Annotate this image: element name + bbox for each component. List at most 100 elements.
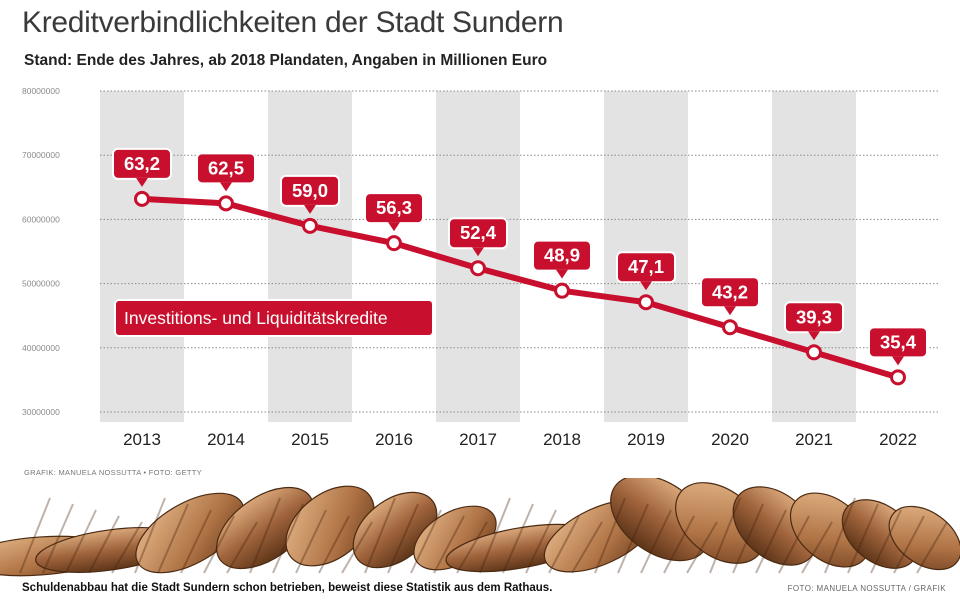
coin-edge: [456, 521, 488, 574]
data-label: 56,3: [364, 192, 424, 232]
svg-text:48,9: 48,9: [544, 245, 580, 266]
svg-text:56,3: 56,3: [376, 197, 412, 218]
coin-edge: [893, 515, 925, 574]
data-point: [218, 195, 234, 212]
coins-photo: [0, 478, 960, 578]
coin-edge: [502, 503, 534, 574]
coin: [285, 485, 375, 567]
coin-edge: [847, 503, 879, 574]
y-tick-label: 80000000: [22, 86, 60, 96]
svg-text:63,2: 63,2: [124, 153, 160, 174]
coin-edge: [594, 497, 626, 574]
coin-edge: [686, 521, 718, 574]
coin-edge: [617, 503, 649, 574]
coin-edge: [88, 515, 120, 574]
x-tick-label: 2022: [879, 430, 917, 449]
svg-text:43,2: 43,2: [712, 281, 748, 302]
svg-text:35,4: 35,4: [880, 331, 917, 352]
data-point: [722, 319, 738, 336]
coin-edge: [65, 509, 97, 574]
coin-edge: [226, 521, 258, 574]
coin-edge: [341, 521, 373, 574]
data-label: 59,0: [280, 174, 340, 214]
svg-text:59,0: 59,0: [292, 180, 328, 201]
svg-text:62,5: 62,5: [208, 157, 244, 178]
column-band: [100, 91, 184, 422]
data-point: [890, 369, 906, 386]
x-tick-label: 2015: [291, 430, 329, 449]
coin-edge: [801, 521, 833, 574]
y-tick-label: 40000000: [22, 343, 60, 353]
svg-text:39,3: 39,3: [796, 306, 832, 327]
coin-edge: [778, 515, 810, 574]
credit-top: GRAFIK: MANUELA NOSSUTTA • FOTO: GETTY: [24, 468, 202, 477]
data-label: 43,2: [700, 276, 760, 316]
coin-edge: [548, 515, 580, 574]
coin-edge: [134, 497, 166, 574]
x-tick-label: 2016: [375, 430, 413, 449]
coin-edge: [203, 515, 235, 574]
y-tick-label: 70000000: [22, 150, 60, 160]
coin-edge: [249, 497, 281, 574]
x-tick-label: 2019: [627, 430, 665, 449]
svg-text:47,1: 47,1: [628, 256, 664, 277]
data-point: [134, 190, 150, 207]
x-tick-label: 2014: [207, 430, 245, 449]
coin-edge: [479, 497, 511, 574]
coin-edge: [387, 503, 419, 574]
coin-edge: [157, 503, 189, 574]
photo-caption: Schuldenabbau hat die Stadt Sundern scho…: [22, 582, 553, 594]
coin-edge: [640, 509, 672, 574]
chart-title: Kreditverbindlichkeiten der Stadt Sunder…: [22, 6, 564, 39]
data-label: 63,2: [112, 147, 172, 187]
coin-edge: [709, 497, 741, 574]
x-tick-label: 2017: [459, 430, 497, 449]
series-line: [139, 195, 901, 381]
coin-edge: [433, 515, 465, 574]
credit-bottom: FOTO: MANUELA NOSSUTTA / GRAFIK: [787, 584, 946, 593]
data-point: [386, 235, 402, 252]
coin-edge: [916, 521, 948, 574]
data-label: 52,4: [448, 217, 508, 257]
column-band: [436, 91, 520, 422]
coin: [135, 492, 245, 574]
coin-edge: [571, 521, 603, 574]
data-point: [302, 217, 318, 234]
coin-edge: [410, 509, 442, 574]
chart-subtitle: Stand: Ende des Jahres, ab 2018 Plandate…: [24, 52, 548, 69]
data-label: 35,4: [868, 326, 928, 366]
y-tick-label: 50000000: [22, 279, 60, 289]
column-band: [268, 91, 352, 422]
coin-edge: [364, 497, 396, 574]
data-label: 48,9: [532, 239, 592, 279]
y-tick-label: 30000000: [22, 407, 60, 417]
coin-edge: [19, 497, 51, 574]
data-point: [638, 294, 654, 311]
coin-edge: [111, 521, 143, 574]
x-tick-label: 2021: [795, 430, 833, 449]
data-point: [554, 282, 570, 299]
data-point: [470, 260, 486, 277]
svg-text:Investitions- und Liquiditätsk: Investitions- und Liquiditätskredite: [124, 308, 388, 328]
column-band: [772, 91, 856, 422]
legend-label: Investitions- und Liquiditätskredite: [114, 299, 434, 337]
coin-edge: [755, 509, 787, 574]
coin: [888, 505, 960, 571]
coin-edge: [272, 503, 304, 574]
coin-edge: [318, 515, 350, 574]
x-tick-label: 2018: [543, 430, 581, 449]
data-point: [806, 344, 822, 361]
coin-edge: [42, 503, 74, 574]
coin-edge: [870, 509, 902, 574]
coin-edge: [295, 509, 327, 574]
data-label: 47,1: [616, 251, 676, 291]
y-tick-label: 60000000: [22, 214, 60, 224]
data-label: 39,3: [784, 301, 844, 341]
x-tick-label: 2020: [711, 430, 749, 449]
data-label: 62,5: [196, 152, 256, 192]
coin-edge: [732, 503, 764, 574]
coin-edge: [824, 497, 856, 574]
line-chart: 30000000 40000000 50000000 60000000 70000000…: [22, 86, 940, 449]
coin-edge: [663, 515, 695, 574]
coin-edge: [525, 509, 557, 574]
